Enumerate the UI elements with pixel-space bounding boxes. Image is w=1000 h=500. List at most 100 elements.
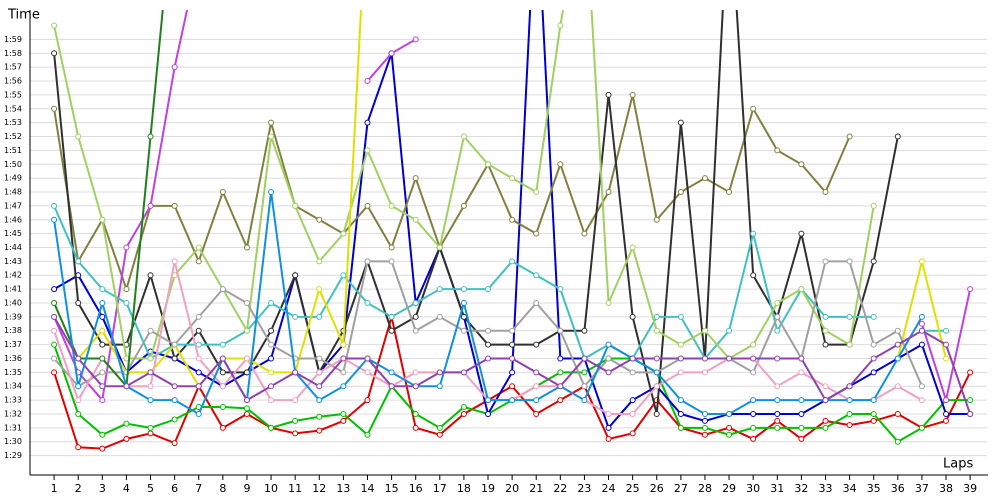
point (750, 435, 757, 442)
point (918, 383, 925, 390)
point (219, 369, 226, 376)
point (243, 244, 250, 251)
point (364, 78, 371, 85)
x-tick-label: 35 (867, 482, 881, 495)
point (605, 424, 612, 431)
y-tick-label: 1:31 (4, 423, 22, 432)
x-tick-label: 36 (891, 482, 905, 495)
point (750, 272, 757, 279)
y-tick-label: 1:29 (4, 451, 22, 460)
x-tick-label: 20 (505, 482, 519, 495)
point (677, 341, 684, 348)
point (677, 424, 684, 431)
point (75, 383, 82, 390)
point (533, 369, 540, 376)
point (75, 299, 82, 306)
point (436, 313, 443, 320)
point (316, 286, 323, 293)
point (147, 327, 154, 334)
point (943, 397, 950, 404)
point (292, 397, 299, 404)
point (870, 417, 877, 424)
point (894, 327, 901, 334)
point (726, 424, 733, 431)
y-tick-label: 1:40 (4, 298, 22, 307)
point (51, 369, 58, 376)
point (677, 369, 684, 376)
point (822, 313, 829, 320)
y-tick-label: 1:37 (4, 340, 22, 349)
x-tick-label: 19 (481, 482, 495, 495)
point (268, 327, 275, 334)
point (316, 355, 323, 362)
point (533, 397, 540, 404)
point (99, 383, 106, 390)
point (846, 133, 853, 140)
point (147, 397, 154, 404)
point (798, 424, 805, 431)
point (822, 383, 829, 390)
point (412, 327, 419, 334)
point (171, 258, 178, 265)
point (75, 258, 82, 265)
point (99, 299, 106, 306)
point (436, 244, 443, 251)
point (364, 431, 371, 438)
point (509, 355, 516, 362)
point (436, 431, 443, 438)
point (219, 286, 226, 293)
point (412, 36, 419, 43)
y-tick-label: 1:41 (4, 285, 22, 294)
point (243, 355, 250, 362)
point (798, 161, 805, 168)
point (340, 230, 347, 237)
point (412, 410, 419, 417)
x-tick-label: 37 (915, 482, 929, 495)
point (268, 369, 275, 376)
point (268, 133, 275, 140)
point (846, 410, 853, 417)
point (943, 410, 950, 417)
point (123, 299, 130, 306)
point (388, 327, 395, 334)
point (292, 202, 299, 209)
point (123, 420, 130, 427)
point (750, 397, 757, 404)
point (51, 313, 58, 320)
point (99, 327, 106, 334)
point (774, 327, 781, 334)
point (750, 341, 757, 348)
point (653, 383, 660, 390)
point (509, 369, 516, 376)
point (894, 438, 901, 445)
point (316, 397, 323, 404)
y-tick-label: 1:59 (4, 35, 22, 44)
point (822, 341, 829, 348)
x-tick-label: 34 (843, 482, 857, 495)
point (485, 397, 492, 404)
point (412, 313, 419, 320)
point (533, 272, 540, 279)
point (268, 383, 275, 390)
x-tick-label: 6 (171, 482, 178, 495)
y-tick-label: 1:34 (4, 382, 22, 391)
point (195, 369, 202, 376)
point (822, 424, 829, 431)
x-tick-label: 11 (288, 482, 302, 495)
point (798, 397, 805, 404)
point (436, 286, 443, 293)
point (822, 189, 829, 196)
point (195, 383, 202, 390)
point (918, 320, 925, 327)
y-tick-label: 1:58 (4, 49, 22, 58)
point (846, 341, 853, 348)
point (726, 431, 733, 438)
point (340, 383, 347, 390)
point (460, 369, 467, 376)
point (846, 258, 853, 265)
point (51, 341, 58, 348)
x-tick-label: 22 (553, 482, 567, 495)
y-tick-label: 1:54 (4, 104, 22, 113)
point (509, 327, 516, 334)
point (533, 383, 540, 390)
